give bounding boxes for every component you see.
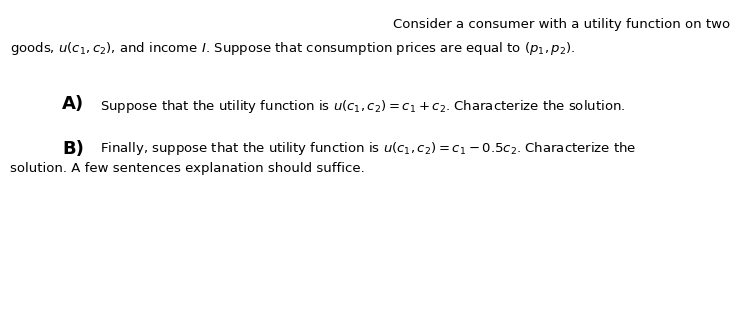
Text: Consider a consumer with a utility function on two: Consider a consumer with a utility funct… [393, 18, 730, 31]
Text: goods, $u(c_1, c_2)$, and income $I$. Suppose that consumption prices are equal : goods, $u(c_1, c_2)$, and income $I$. Su… [10, 40, 575, 57]
Text: Suppose that the utility function is $u(c_1, c_2) = c_1 + c_2$. Characterize the: Suppose that the utility function is $u(… [100, 98, 625, 115]
Text: solution. A few sentences explanation should suffice.: solution. A few sentences explanation sh… [10, 162, 365, 175]
Text: B): B) [62, 140, 84, 158]
Text: A): A) [62, 95, 84, 113]
Text: Finally, suppose that the utility function is $u(c_1, c_2) = c_1 - 0.5c_2$. Char: Finally, suppose that the utility functi… [100, 140, 636, 157]
